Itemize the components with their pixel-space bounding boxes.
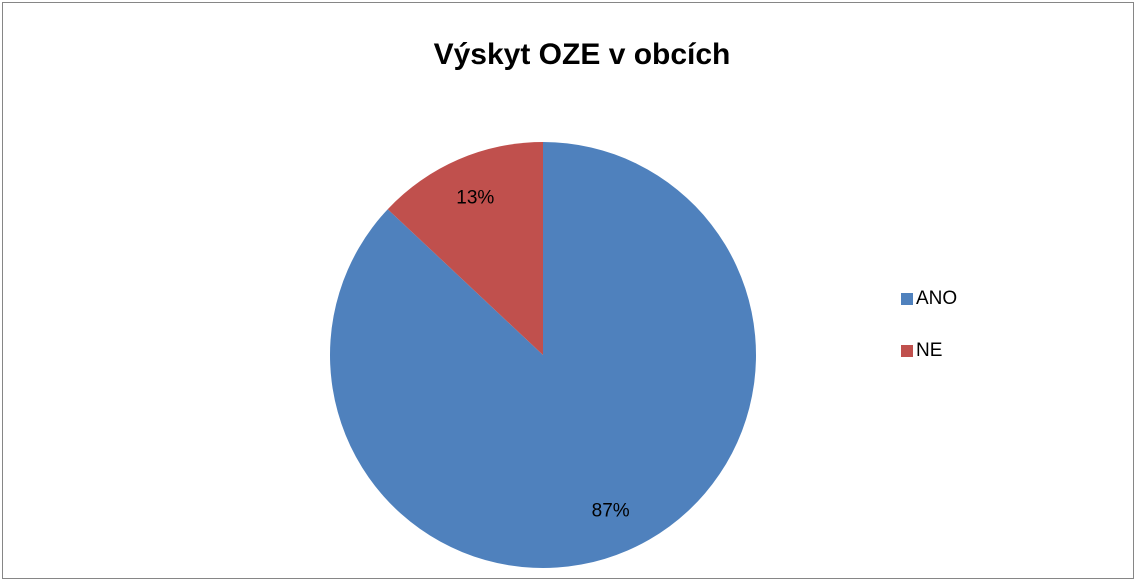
pie-slice bbox=[329, 142, 756, 569]
legend-swatch bbox=[901, 293, 913, 305]
pie-slice bbox=[387, 142, 543, 355]
data-label: 13% bbox=[456, 188, 494, 209]
chart-title: Výskyt OZE v obcích bbox=[434, 38, 731, 71]
legend-label: ANO bbox=[916, 288, 957, 309]
legend-swatch bbox=[901, 345, 913, 357]
data-label: 87% bbox=[592, 500, 630, 521]
legend-label: NE bbox=[916, 340, 942, 361]
